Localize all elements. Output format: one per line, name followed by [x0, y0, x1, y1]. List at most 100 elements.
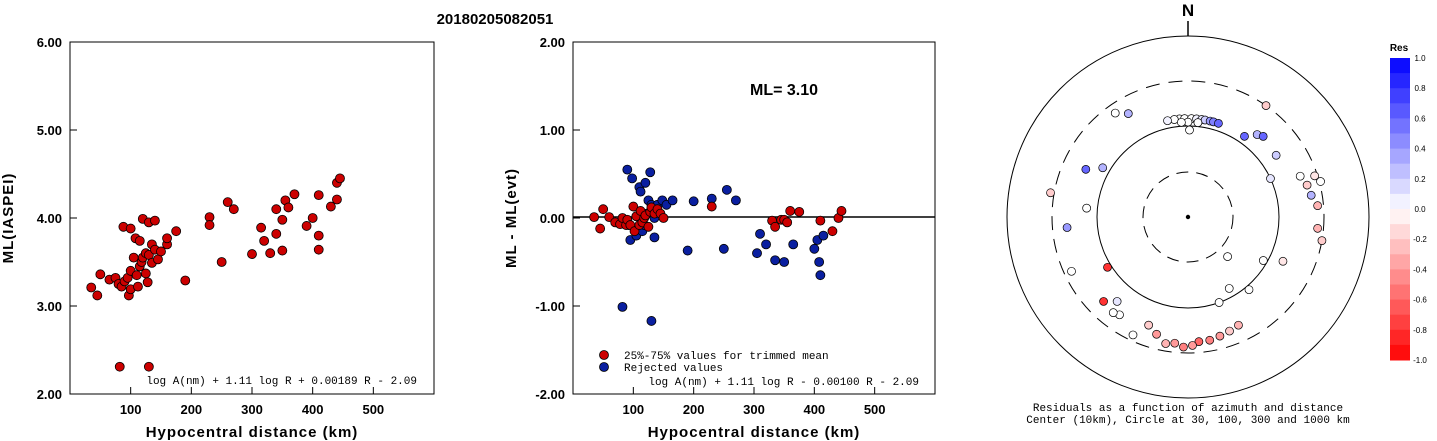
colorbar-cell — [1390, 314, 1410, 331]
station-residual-point — [1123, 109, 1133, 118]
center-dot — [1185, 214, 1191, 220]
station-point — [114, 361, 125, 372]
station-residual-point — [1215, 331, 1225, 341]
station-residual-point — [1194, 337, 1204, 346]
station-residual-point — [1067, 266, 1076, 276]
rejected-point — [818, 230, 829, 241]
colorbar-cell — [1390, 224, 1410, 240]
station-residual-point — [1081, 165, 1091, 174]
station-point — [259, 235, 270, 246]
station-point — [156, 246, 166, 257]
station-residual-point — [1170, 338, 1180, 348]
colorbar-cell — [1390, 269, 1410, 285]
colorbar-cell — [1390, 284, 1410, 301]
trimmed-point — [815, 215, 826, 226]
station-residual-point — [1205, 335, 1215, 345]
trimmed-point — [782, 217, 793, 228]
rejected-point — [635, 186, 646, 197]
caption-line-1: Residuals as a function of azimuth and d… — [1033, 403, 1343, 415]
station-point — [125, 223, 136, 234]
station-point — [277, 245, 288, 256]
station-point — [325, 201, 336, 212]
station-residual-point — [1313, 201, 1322, 211]
x-tick-label: 300 — [241, 402, 263, 417]
station-residual-point — [1110, 108, 1120, 118]
station-point — [162, 233, 172, 244]
station-residual-point — [1225, 326, 1234, 336]
station-residual-point — [1214, 298, 1224, 307]
station-point — [216, 257, 227, 267]
colorbar-cell — [1390, 239, 1410, 255]
station-residual-point — [1062, 223, 1072, 232]
y-tick-label: 3.00 — [37, 299, 62, 314]
rejected-point — [667, 195, 678, 206]
station-residual-point — [1144, 320, 1153, 330]
rejected-point — [770, 255, 781, 266]
station-residual-point — [1278, 256, 1288, 266]
x-axis-label-1: Hypocentral distance (km) — [146, 424, 359, 441]
rejected-point — [640, 177, 651, 188]
station-point — [256, 222, 267, 233]
colorbar-tick-label: 0.4 — [1414, 145, 1426, 154]
station-residual-point — [1271, 150, 1281, 160]
y-tick-label: -2.00 — [535, 387, 565, 402]
trimmed-point — [794, 206, 805, 217]
rejected-point — [731, 195, 741, 206]
plot-frame-1 — [69, 41, 435, 395]
legend-label-trimmed: 25%-75% values for trimmed mean — [624, 351, 829, 363]
x-tick-label: 300 — [743, 402, 765, 417]
colorbar-tick-label: -1.0 — [1413, 356, 1427, 365]
colorbar-cell — [1390, 103, 1410, 119]
rejected-point — [688, 196, 699, 207]
station-residual-point — [1193, 118, 1203, 127]
station-residual-point — [1313, 223, 1322, 233]
colorbar-tick-label: 1.0 — [1414, 54, 1426, 63]
station-residual-point — [1234, 320, 1243, 330]
x-tick-label: 500 — [362, 402, 384, 417]
station-residual-point — [1188, 341, 1197, 350]
rejected-point — [752, 248, 762, 259]
y-tick-label: 2.00 — [37, 387, 62, 402]
colorbar-cell — [1390, 148, 1410, 165]
station-point — [307, 213, 318, 223]
station-residual-point — [1103, 262, 1112, 272]
station-point — [140, 268, 151, 279]
colorbar-cell — [1390, 73, 1410, 89]
station-residual-point — [1046, 188, 1055, 198]
azimuth-residual-polar-chart: N Residuals as a function of azimuth and… — [1006, 1, 1370, 427]
rejected-point — [649, 232, 660, 243]
colorbar-tick-label: 0.2 — [1414, 175, 1426, 184]
rejected-point — [682, 245, 693, 256]
colorbar-tick-label: 0.6 — [1414, 114, 1426, 123]
caption-line-2: Center (10km), Circle at 30, 100, 300 an… — [1026, 415, 1350, 427]
rejected-point — [761, 239, 771, 250]
colorbar-cell — [1390, 133, 1410, 150]
range-ring-300km — [1051, 80, 1325, 354]
station-residual-point — [1223, 252, 1232, 261]
rejected-point — [814, 257, 825, 267]
trimmed-point — [643, 221, 654, 232]
rejected-point — [779, 257, 790, 267]
legend-label-rejected: Rejected values — [624, 363, 723, 375]
station-residual-point — [1161, 339, 1171, 348]
rejected-point — [755, 228, 765, 239]
y-tick-label: 4.00 — [37, 211, 62, 226]
station-residual-point — [1316, 177, 1325, 186]
station-residual-point — [1177, 117, 1186, 127]
colorbar-tick-label: -0.2 — [1413, 235, 1427, 244]
station-point — [180, 275, 191, 286]
legend-marker-rejected — [599, 362, 609, 372]
station-point — [133, 281, 143, 292]
station-point — [95, 269, 106, 280]
magnitude-vs-distance-chart: 100 200 300 400 500 2.00 3.00 4.00 5.00 6.00 log … — [0, 35, 435, 441]
range-ring-30km — [1142, 171, 1234, 263]
residual-colorbar: Res 1.0 0.8 0.6 0.4 0.2 0.0 -0.2 -0.4 -0.6 -0.8 -1… — [1390, 43, 1428, 365]
x-tick-label: 100 — [120, 402, 142, 417]
station-point — [134, 235, 145, 246]
station-residual-point — [1128, 330, 1138, 340]
station-point — [131, 270, 142, 281]
station-residual-point — [1108, 308, 1118, 318]
station-residual-point — [1306, 190, 1316, 200]
trimmed-point — [658, 213, 669, 223]
